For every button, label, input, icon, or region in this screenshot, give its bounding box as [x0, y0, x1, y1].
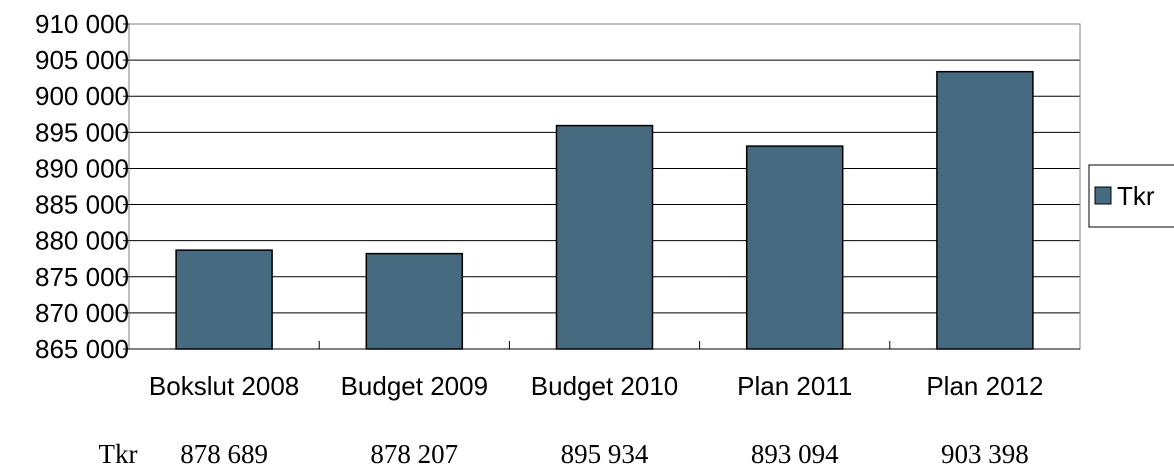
y-tick-label: 880 000	[35, 226, 129, 256]
bar	[745, 145, 844, 350]
table-value: 878 689	[180, 439, 268, 469]
x-category-label: Plan 2012	[926, 371, 1043, 401]
table-value: 878 207	[370, 439, 458, 469]
x-category-label: Budget 2009	[341, 371, 488, 401]
table-value: 893 094	[751, 439, 839, 469]
y-tick-label: 890 000	[35, 153, 129, 183]
y-tick-label: 910 000	[35, 9, 129, 39]
x-category-label: Bokslut 2008	[149, 371, 299, 401]
table-value: 895 934	[561, 439, 649, 469]
y-tick-label: 900 000	[35, 81, 129, 111]
y-tick-label: 885 000	[35, 190, 129, 220]
y-tick-label: 865 000	[35, 334, 129, 364]
legend: Tkr	[1088, 164, 1174, 228]
legend-label: Tkr	[1117, 181, 1155, 211]
y-tick-label: 895 000	[35, 117, 129, 147]
y-tick-label: 875 000	[35, 262, 129, 292]
y-tick-label: 905 000	[35, 45, 129, 75]
x-category-label: Plan 2011	[737, 371, 852, 401]
bar	[365, 252, 464, 350]
table-row-label: Tkr	[99, 439, 138, 469]
data-table: 878 689 878 207 895 934 893 094 903 398 Tkr	[99, 439, 1029, 469]
y-axis-tick-labels: 865 000 870 000 875 000 880 000 885 000 890 0…	[35, 9, 129, 364]
legend-swatch	[1094, 186, 1112, 205]
table-value: 903 398	[941, 439, 1029, 469]
bars	[175, 70, 1034, 350]
bar	[936, 70, 1034, 350]
bar	[555, 124, 654, 350]
y-tick-label: 870 000	[35, 298, 129, 328]
x-axis-category-labels: Bokslut 2008 Budget 2009 Budget 2010 Plan 2…	[149, 371, 1044, 401]
x-axis-tick-marks	[129, 341, 1080, 350]
bar	[175, 249, 273, 350]
x-category-label: Budget 2010	[531, 371, 678, 401]
